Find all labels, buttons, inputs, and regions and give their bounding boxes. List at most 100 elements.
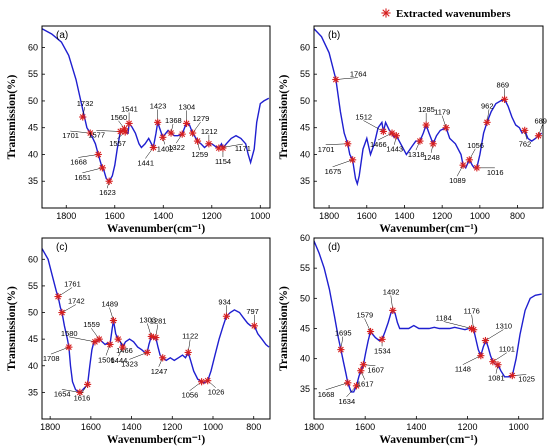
leader-line: [377, 132, 393, 141]
annotation-1056: 1056: [182, 378, 206, 400]
leader-line: [325, 382, 348, 391]
wavenumber-label: 1489: [101, 300, 118, 309]
wavenumber-marker: [159, 354, 167, 362]
wavenumber-label: 1701: [62, 131, 79, 140]
wavenumber-label: 1466: [116, 346, 133, 355]
wavenumber-marker: [389, 306, 397, 314]
annotation-1623: 1623: [99, 177, 116, 197]
leader-line: [443, 321, 472, 329]
wavenumber-marker: [344, 140, 352, 148]
wavenumber-label: 797: [246, 307, 259, 316]
wavenumber-label: 1304: [179, 102, 196, 111]
annotation-1025: 1025: [508, 371, 535, 384]
annotation-1154: 1154: [215, 144, 231, 166]
legend-marker-star: [381, 8, 391, 18]
wavenumber-label: 1732: [77, 99, 94, 108]
wavenumber-label: 1492: [383, 287, 400, 296]
wavenumber-marker: [494, 361, 502, 369]
leader-line: [118, 347, 123, 357]
wavenumber-marker: [465, 156, 473, 164]
wavenumber-label: 1148: [455, 365, 471, 374]
wavenumber-marker: [332, 75, 340, 84]
wavenumber-marker: [167, 129, 175, 137]
wavenumber-label: 1617: [357, 380, 374, 389]
wavenumber-marker: [366, 327, 375, 336]
wavenumber-label: 689: [534, 117, 547, 126]
leader-line: [363, 120, 384, 132]
leader-line: [96, 130, 121, 132]
annotation-1444: 1444: [111, 343, 128, 365]
wavenumber-label: 1318: [408, 150, 425, 159]
leader-line: [456, 165, 464, 177]
annotation-1026: 1026: [204, 377, 224, 397]
wavenumber-marker: [193, 137, 202, 145]
x-axis-label: Wavenumber(cm⁻¹): [107, 434, 205, 446]
wavenumber-label: 1323: [121, 359, 138, 368]
annotation-1742: 1742: [58, 297, 85, 317]
y-tick-label: 45: [300, 123, 310, 133]
x-axis-label: Wavenumber(cm⁻¹): [379, 434, 477, 446]
wavenumber-label: 1025: [518, 375, 535, 384]
wavenumber-marker: [86, 129, 94, 137]
leader-line: [129, 352, 148, 360]
annotation-1616: 1616: [74, 380, 92, 402]
panel-c: 1800 1600 1400 1200 1000 800 35 40 45 50 55 60 Waven…: [6, 237, 271, 446]
y-tick-label: 50: [300, 96, 310, 106]
wavenumber-marker: [95, 335, 103, 343]
wavenumber-label: 1764: [350, 70, 367, 79]
x-tick-label: 1400: [406, 422, 426, 432]
leader-line: [109, 307, 114, 321]
y-tick-label: 45: [300, 324, 310, 334]
wavenumber-label: 1559: [83, 320, 100, 329]
annotation-1541: 1541: [121, 104, 138, 128]
annotation-1303: 1303: [139, 315, 156, 341]
y-tick-label: 50: [28, 308, 38, 318]
y-tick-label: 60: [300, 42, 310, 52]
wavenumber-label: 1623: [99, 188, 116, 197]
annotation-1281: 1281: [150, 317, 166, 342]
wavenumber-label: 1368: [165, 116, 182, 125]
wavenumber-label: 1179: [434, 108, 450, 117]
panel-label: (d): [328, 242, 340, 253]
wavenumber-marker: [149, 143, 157, 152]
annotation-1089: 1089: [449, 161, 467, 185]
wavenumber-marker: [109, 316, 118, 325]
x-tick-label: 1800: [304, 422, 324, 432]
wavenumber-marker: [121, 128, 129, 136]
wavenumber-marker: [500, 95, 509, 103]
wavenumber-marker: [352, 382, 361, 390]
annotation-1708: 1708: [43, 343, 73, 363]
wavenumber-label: 1081: [488, 374, 505, 383]
annotation-1248: 1248: [423, 140, 440, 162]
wavenumber-marker: [152, 333, 160, 342]
leader-line: [82, 167, 103, 174]
leader-line: [538, 124, 543, 136]
annotation-797: 797: [246, 307, 259, 330]
leader-line: [57, 287, 73, 297]
annotation-1651: 1651: [74, 164, 106, 182]
spectrum-line: [314, 240, 542, 393]
annotation-1081: 1081: [488, 361, 505, 383]
x-tick-label: 1600: [355, 422, 375, 432]
annotation-1101: 1101: [489, 345, 515, 366]
y-tick-label: 45: [28, 334, 38, 344]
wavenumber-marker: [159, 133, 167, 141]
wavenumber-marker: [388, 129, 396, 137]
wavenumber-label: 1444: [111, 356, 128, 365]
x-tick-label: 1800: [319, 211, 339, 221]
annotation-1323: 1323: [121, 348, 151, 368]
annotation-1441: 1441: [137, 143, 157, 168]
wavenumber-marker: [392, 132, 400, 140]
wavenumber-marker: [119, 343, 127, 351]
wavenumber-label: 762: [519, 139, 532, 148]
wavenumber-marker: [105, 177, 113, 185]
wavenumber-label: 1443: [386, 145, 403, 154]
y-tick-label: 50: [28, 96, 38, 106]
wavenumber-marker: [114, 335, 122, 343]
wavenumber-label: 934: [218, 297, 231, 306]
wavenumber-marker: [481, 336, 490, 345]
annotation-1247: 1247: [151, 354, 167, 376]
wavenumber-label: 1248: [423, 153, 440, 162]
wavenumber-label: 1466: [370, 140, 387, 149]
